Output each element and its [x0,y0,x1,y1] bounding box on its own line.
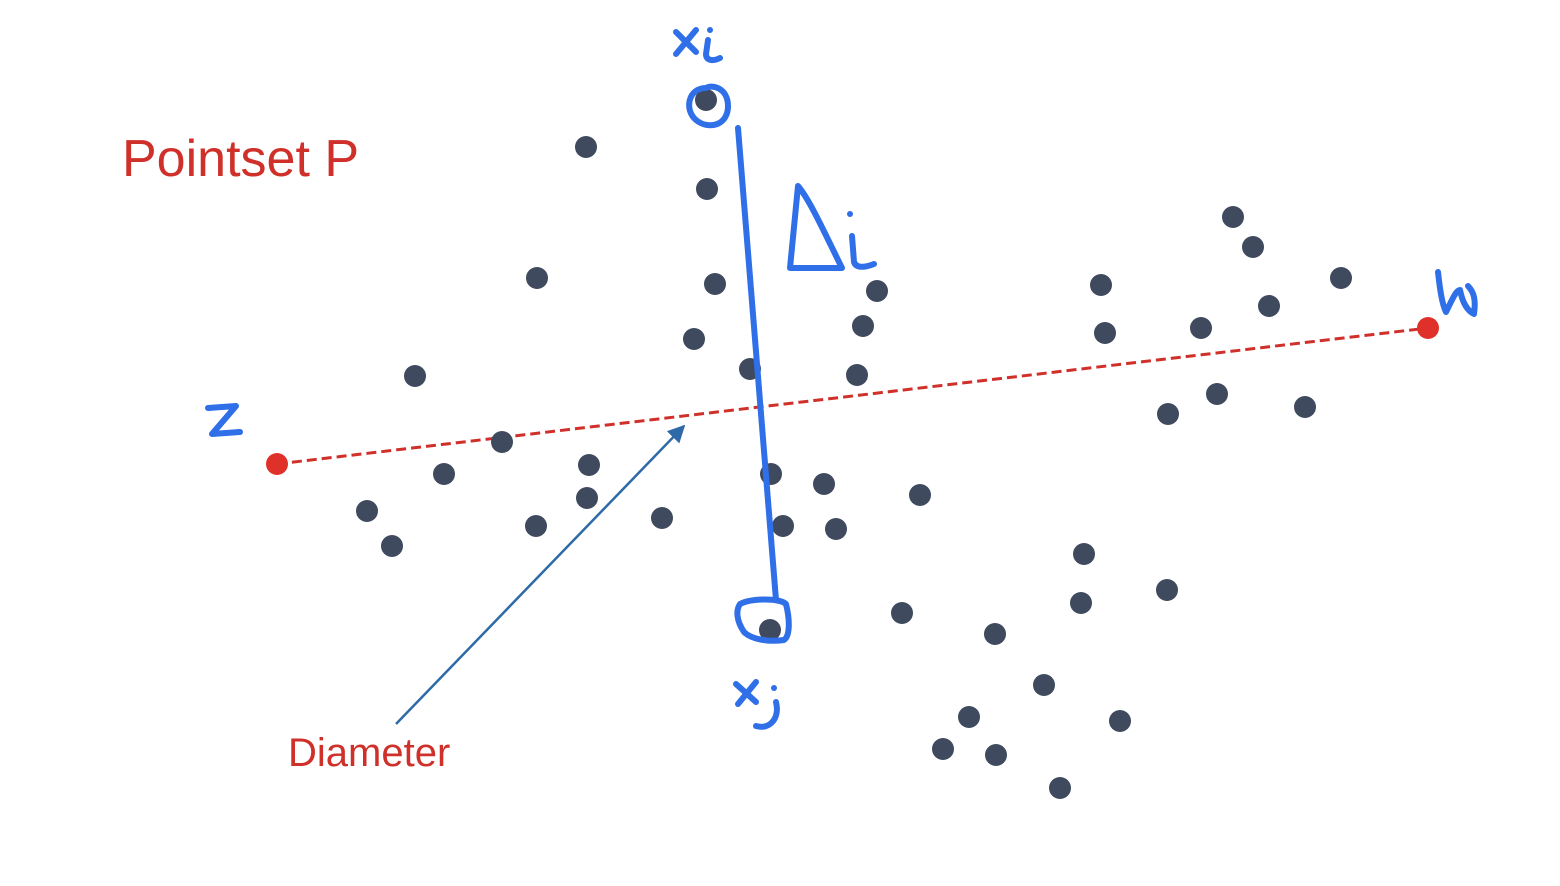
point [846,364,868,386]
point [1258,295,1280,317]
point [1033,674,1055,696]
point [891,602,913,624]
point [404,365,426,387]
point [985,744,1007,766]
point [576,487,598,509]
point [772,515,794,537]
xi-marker [686,83,731,129]
point [525,515,547,537]
point [696,178,718,200]
point [932,738,954,760]
pointset [356,89,1352,799]
diagram-title: Pointset P [122,130,359,188]
point [1222,206,1244,228]
z-label [205,403,243,437]
point [1190,317,1212,339]
diameter-arrow [395,424,686,725]
point [526,267,548,289]
delta-i-label [787,183,877,271]
point [1094,322,1116,344]
xj-label [733,679,780,730]
point [1330,267,1352,289]
diameter-label: Diameter [288,731,450,775]
point [813,473,835,495]
point [1156,579,1178,601]
point [1090,274,1112,296]
point [575,136,597,158]
point [433,463,455,485]
point [695,89,717,111]
endpoint-w [1417,317,1439,339]
point [984,623,1006,645]
point [578,454,600,476]
point [356,500,378,522]
point [1294,396,1316,418]
point [1157,403,1179,425]
point [1206,383,1228,405]
point [958,706,980,728]
diameter-line [276,326,1429,466]
point [1070,592,1092,614]
xi-xj-segment [735,125,779,603]
point [491,431,513,453]
endpoint-z [266,453,288,475]
point [759,619,781,641]
xj-marker [734,596,792,644]
point [1109,710,1131,732]
xi-label [673,27,723,64]
point [1073,543,1095,565]
point [683,328,705,350]
point [1049,777,1071,799]
point [651,507,673,529]
point [1242,236,1264,258]
point [825,518,847,540]
w-label [1435,269,1478,317]
point [381,535,403,557]
point [704,273,726,295]
point [909,484,931,506]
point [866,280,888,302]
point [852,315,874,337]
